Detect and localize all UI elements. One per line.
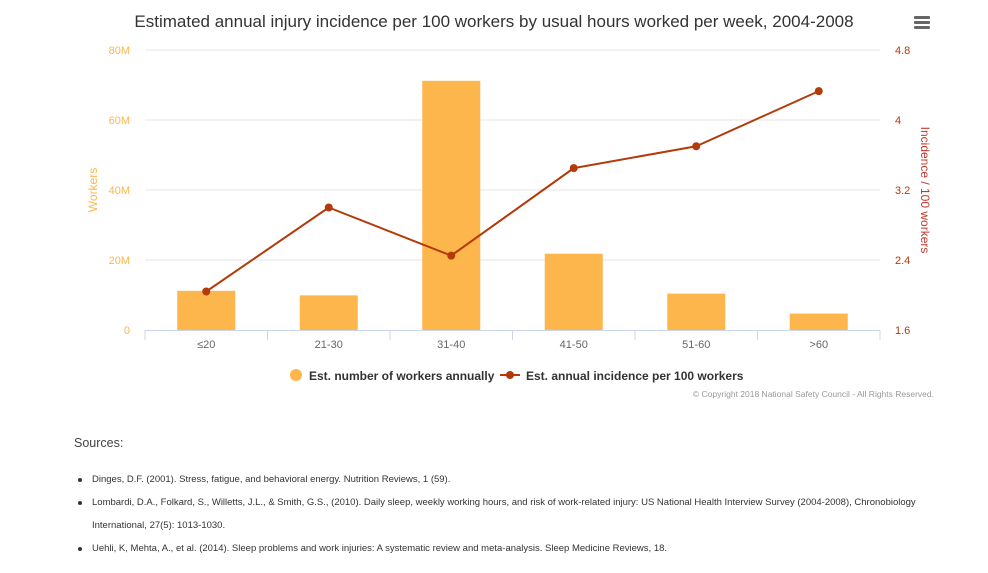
y-left-axis-title: Workers [86, 168, 100, 212]
y-right-tick-label: 4.8 [895, 45, 910, 57]
line-point[interactable] [692, 142, 701, 151]
chart-container: Estimated annual injury incidence per 10… [86, 12, 936, 399]
chart-svg: Estimated annual injury incidence per 10… [86, 12, 934, 399]
source-item: Dinges, D.F. (2001). Stress, fatigue, an… [74, 468, 954, 491]
x-tick-label: >60 [809, 339, 828, 351]
x-tick-label: 41-50 [560, 339, 588, 351]
source-item: Lombardi, D.A., Folkard, S., Willetts, J… [74, 491, 954, 537]
sources-title: Sources: [74, 436, 124, 450]
y-right-tick-label: 2.4 [895, 255, 910, 267]
hamburger-menu-icon[interactable] [910, 14, 936, 34]
incidence-line [205, 90, 820, 293]
legend-bar-symbol [290, 369, 302, 381]
y-left-tick-label: 0 [124, 325, 130, 337]
x-tick-label: 21-30 [315, 339, 343, 351]
sources-list: Dinges, D.F. (2001). Stress, fatigue, an… [74, 468, 954, 560]
menu-bar [914, 21, 930, 24]
legend-line-marker [506, 371, 514, 379]
menu-bar [914, 16, 930, 19]
line-point[interactable] [814, 87, 823, 96]
y-left-tick-label: 40M [109, 185, 130, 197]
bar[interactable] [667, 293, 726, 330]
bar[interactable] [422, 80, 481, 330]
bar[interactable] [544, 253, 603, 330]
legend-bar-label: Est. number of workers annually [309, 369, 495, 383]
y-right-tick-label: 4 [895, 115, 901, 127]
source-item: Uehli, K, Mehta, A., et al. (2014). Slee… [74, 537, 954, 560]
chart-title: Estimated annual injury incidence per 10… [134, 12, 853, 31]
line-point[interactable] [202, 287, 211, 296]
y-right-tick-label: 1.6 [895, 325, 910, 337]
bar[interactable] [177, 290, 236, 330]
x-tick-label: 51-60 [682, 339, 710, 351]
chart-credit: © Copyright 2018 National Safety Council… [693, 389, 934, 399]
line-point[interactable] [447, 251, 456, 260]
y-right-axis-title: Incidence / 100 workers [918, 127, 932, 254]
x-tick-label: ≤20 [197, 339, 215, 351]
y-left-tick-label: 20M [109, 255, 130, 267]
x-tick-label: 31-40 [437, 339, 465, 351]
y-left-tick-label: 60M [109, 115, 130, 127]
line-point[interactable] [569, 164, 578, 173]
legend-line-label: Est. annual incidence per 100 workers [526, 369, 744, 383]
bar[interactable] [789, 313, 848, 330]
menu-bar [914, 26, 930, 29]
bar[interactable] [299, 295, 358, 330]
y-left-tick-label: 80M [109, 45, 130, 57]
line-point[interactable] [324, 203, 333, 212]
y-right-tick-label: 3.2 [895, 185, 910, 197]
